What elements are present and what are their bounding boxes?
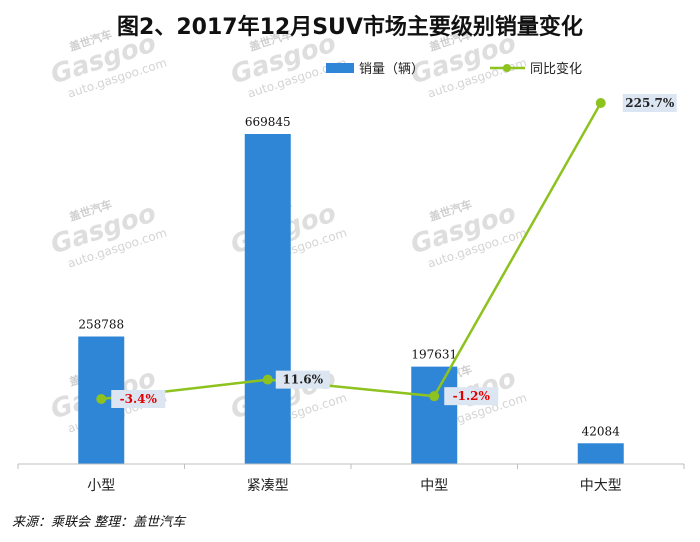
bar-value-label: 258788 [78, 318, 124, 332]
yoy-point [96, 394, 107, 404]
bar [244, 134, 291, 464]
x-tick-label: 中型 [420, 478, 448, 494]
chart-title: 图2、2017年12月SUV市场主要级别销量变化 [117, 14, 583, 40]
yoy-label-box [444, 387, 499, 406]
legend-line-label: 同比变化 [530, 61, 582, 77]
source-note: 来源：乘联会 整理：盖世汽车 [12, 515, 187, 530]
yoy-point [262, 374, 273, 385]
yoy-point [429, 391, 440, 402]
yoy-point [595, 98, 606, 108]
bar-value-label: 42084 [582, 424, 621, 438]
yoy-value-label: -3.4% [120, 392, 158, 406]
legend-bar-swatch [326, 63, 354, 73]
yoy-value-label: 225.7% [625, 96, 675, 110]
bar-value-label: 197631 [411, 348, 457, 362]
x-tick-label: 紧凑型 [247, 477, 289, 494]
legend-bar-label: 销量（辆） [359, 62, 424, 77]
yoy-label-box [111, 390, 166, 408]
yoy-line [101, 102, 602, 401]
bar-value-label: 669845 [245, 115, 291, 129]
yoy-series: -3.4% 11.6% -1.2% 225.7% [96, 94, 677, 408]
yoy-value-label: -1.2% [453, 389, 491, 403]
yoy-value-label: 11.6% [282, 373, 323, 387]
x-tick-label: 中大型 [580, 478, 622, 494]
x-tick-label: 小型 [87, 478, 115, 494]
bar [411, 366, 458, 464]
bar [577, 443, 624, 464]
yoy-label-box [622, 94, 677, 112]
legend-line-marker [503, 64, 511, 72]
bar-series: 258788 669845 197631 42084 [78, 115, 624, 464]
legend: 销量（辆） 同比变化 [326, 61, 582, 77]
yoy-label-box [275, 370, 330, 389]
x-axis-ticks: 小型 紧凑型 中型 中大型 [17, 464, 685, 494]
